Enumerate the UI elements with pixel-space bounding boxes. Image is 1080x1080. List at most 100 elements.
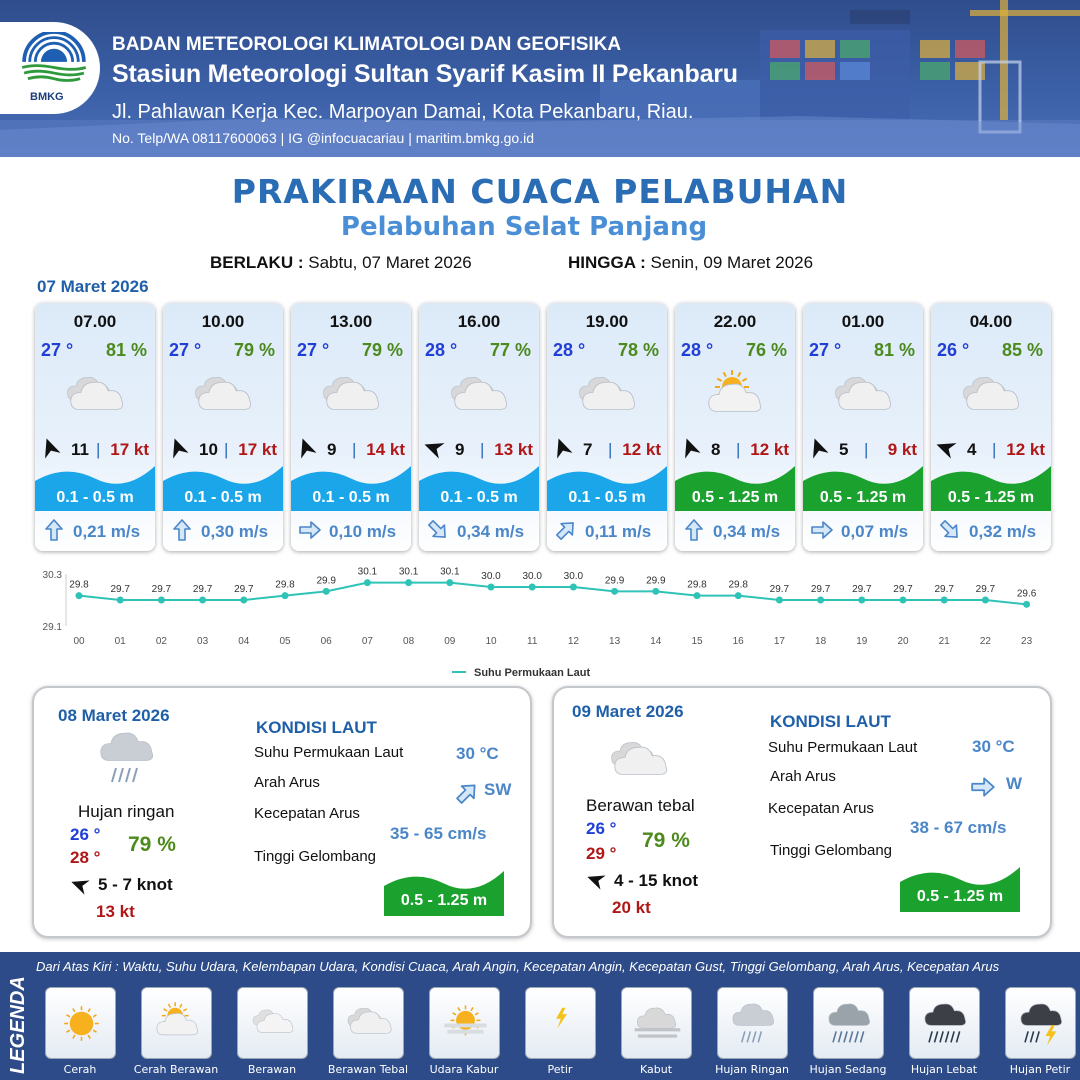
daily-min-temp: 26 °	[70, 825, 101, 844]
wave-height-label: Tinggi Gelombang	[254, 848, 377, 865]
berawan-tebal-icon	[579, 377, 636, 410]
daily-panel-day2: 09 Maret 2026 Berawan tebal 26 ° 29 ° 79…	[552, 686, 1052, 938]
x-tick-label: 18	[815, 636, 827, 647]
station-contact: No. Telp/WA 08117600063 | IG @infocuacar…	[112, 130, 534, 146]
legend-item-label: Hujan Ringan	[715, 1063, 789, 1076]
wind-speed: 4	[967, 440, 977, 459]
sst-data-label: 30.0	[522, 571, 542, 582]
legend-item	[621, 987, 692, 1059]
sst-data-point	[528, 583, 536, 591]
x-tick-label: 08	[403, 636, 415, 647]
sst-data-label: 30.1	[358, 567, 378, 578]
wave-height: 0.1 - 0.5 m	[184, 489, 262, 506]
sst-data-point	[322, 587, 330, 595]
sst-data-label: 29.7	[934, 584, 954, 595]
logo-container: BMKG	[0, 22, 100, 114]
x-tick-label: 13	[609, 636, 621, 647]
current-direction-value: W	[1006, 774, 1023, 793]
daily-gust: 13 kt	[96, 902, 135, 921]
wind-speed: 8	[711, 440, 721, 459]
current-direction-value: SW	[484, 780, 512, 799]
arrow-down-icon	[42, 518, 66, 542]
arrow-left-icon	[298, 518, 322, 542]
daily-condition: Hujan ringan	[78, 802, 175, 821]
daily-wind-speed: 5 - 7 knot	[98, 875, 173, 894]
forecast-time: 01.00	[841, 312, 885, 331]
wave-shape	[384, 866, 504, 916]
wind-direction-icon	[39, 437, 61, 459]
air-temperature: 27 °	[41, 340, 74, 360]
sst-data-point	[981, 596, 989, 604]
air-temperature: 28 °	[681, 340, 714, 360]
hujan-sedang-icon	[828, 1003, 870, 1043]
legend-item	[429, 987, 500, 1059]
legend-item	[813, 987, 884, 1059]
forecast-card: 22.00 28 ° 76 % 8 | 12 kt 0.5 - 1.25 m 0…	[675, 303, 795, 551]
sst-data-point	[693, 592, 701, 600]
x-tick-label: 07	[362, 636, 374, 647]
sst-data-label: 29.9	[316, 575, 336, 586]
humidity: 81 %	[105, 340, 147, 360]
sst-data-label: 29.7	[852, 584, 872, 595]
sst-data-point	[611, 587, 619, 595]
air-temperature: 27 °	[169, 340, 202, 360]
arrow-left-icon	[970, 774, 996, 805]
daily-date: 09 Maret 2026	[572, 702, 684, 721]
daily-panel-day1: 08 Maret 2026 Hujan ringan 26 ° 28 ° 79 …	[32, 686, 532, 938]
forecast-time: 22.00	[713, 312, 757, 331]
gust-speed: 17 kt	[238, 440, 277, 459]
y-tick-label: 29.1	[43, 622, 63, 633]
current-speed: 0,21 m/s	[73, 522, 141, 541]
current-speed-value: 38 - 67 cm/s	[910, 818, 1007, 837]
wave-shape	[900, 862, 1020, 912]
sst-data-label: 29.7	[893, 584, 913, 595]
logo-text: BMKG	[30, 91, 64, 103]
legend-item	[141, 987, 212, 1059]
x-tick-label: 00	[73, 636, 85, 647]
wind-direction-icon	[807, 437, 829, 459]
daily-wave-height: 0.5 - 1.25 m	[916, 888, 1004, 905]
wind-speed: 7	[583, 440, 593, 459]
x-tick-label: 17	[774, 636, 786, 647]
wind-speed: 5	[839, 440, 849, 459]
valid-to-value: Senin, 09 Maret 2026	[650, 253, 814, 272]
valid-from: BERLAKU : Sabtu, 07 Maret 2026	[210, 253, 472, 273]
kabut-icon	[634, 1007, 681, 1038]
current-speed: 0,30 m/s	[201, 522, 269, 541]
sst-data-point	[157, 596, 165, 604]
x-tick-label: 15	[691, 636, 703, 647]
berawan-icon	[252, 1009, 294, 1033]
port-illustration-background	[0, 0, 1080, 157]
wave-shape	[803, 461, 923, 511]
x-tick-label: 06	[321, 636, 333, 647]
arrow-down-left-icon	[454, 780, 480, 811]
sst-data-label: 29.7	[152, 584, 172, 595]
legend-item-label: Udara Kabur	[429, 1063, 499, 1076]
humidity: 79 %	[233, 340, 275, 360]
daily-wind-speed: 4 - 15 knot	[614, 871, 699, 890]
sst-data-label: 29.6	[1017, 588, 1037, 599]
sst-data-label: 29.8	[687, 580, 707, 591]
udara-kabur-icon	[444, 1005, 487, 1036]
legend-item-label: Cerah Berawan	[133, 1063, 219, 1076]
wave-shape	[163, 461, 283, 511]
wind-speed: 9	[327, 440, 337, 459]
legend-item	[717, 987, 788, 1059]
wind-speed: 10	[199, 440, 218, 459]
x-tick-label: 10	[485, 636, 497, 647]
legend-item	[333, 987, 404, 1059]
wind-direction-icon	[586, 870, 606, 895]
current-speed: 0,34 m/s	[713, 522, 781, 541]
current-speed: 0,07 m/s	[841, 522, 909, 541]
sst-series-line	[78, 581, 1027, 606]
current-speed-value: 35 - 65 cm/s	[390, 824, 487, 843]
wind-direction-icon	[935, 437, 957, 459]
daily-humidity: 79 %	[128, 833, 176, 856]
sst-data-label: 29.7	[234, 584, 254, 595]
sst-data-point	[405, 579, 413, 587]
separator: |	[992, 440, 997, 459]
sst-data-label: 29.7	[193, 584, 213, 595]
wave-height: 0.1 - 0.5 m	[56, 489, 134, 506]
forecast-time: 13.00	[329, 312, 373, 331]
sst-data-label: 30.1	[399, 567, 419, 578]
